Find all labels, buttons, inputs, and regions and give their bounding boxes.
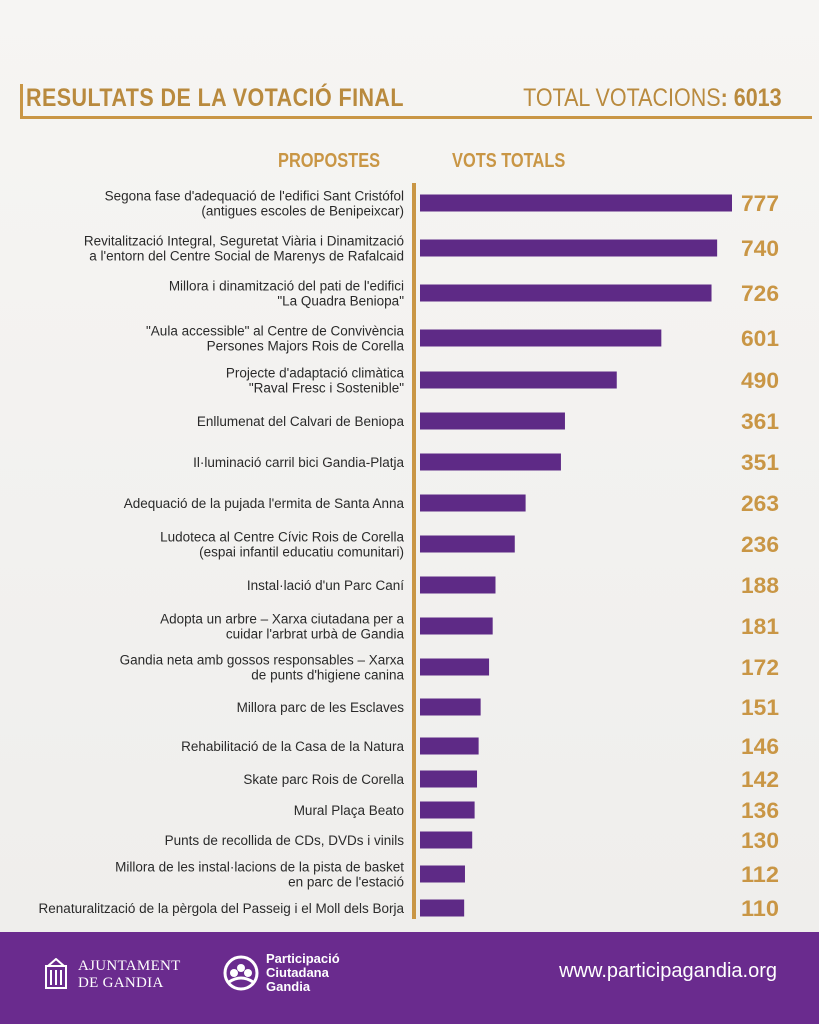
ajuntament-line1: AJUNTAMENT xyxy=(78,958,181,974)
total-label: TOTAL VOTACIONS xyxy=(523,84,722,112)
website-link[interactable]: www.participagandia.org xyxy=(559,960,777,982)
bar-9 xyxy=(420,535,515,553)
chart-background xyxy=(0,0,819,932)
bar-2 xyxy=(420,239,718,257)
value-label-17: 130 xyxy=(741,828,779,853)
total-value: 6013 xyxy=(734,84,782,112)
category-label-11-line-1: Adopta un arbre – Xarxa ciutadana per a xyxy=(160,612,404,627)
category-label-5-line-2: "Raval Fresc i Sostenible" xyxy=(249,381,404,396)
value-label-3: 726 xyxy=(741,281,779,306)
value-label-18: 112 xyxy=(741,862,779,887)
bar-6 xyxy=(420,412,565,430)
category-label-12-line-2: de punts d'higiene canina xyxy=(251,668,404,683)
bar-1 xyxy=(420,194,732,212)
value-label-13: 151 xyxy=(741,695,779,720)
header-rule xyxy=(20,116,812,119)
bar-13 xyxy=(420,698,481,716)
category-label-19-line-1: Renaturalització de la pèrgola del Passe… xyxy=(39,901,405,916)
bar-17 xyxy=(420,831,473,849)
ajuntament-line2: DE GANDIA xyxy=(78,975,164,991)
category-label-17-line-1: Punts de recollida de CDs, DVDs i vinils xyxy=(165,833,405,848)
category-label-4-line-2: Persones Majors Rois de Corella xyxy=(207,339,405,354)
ajuntament-text: AJUNTAMENT DE GANDIA xyxy=(78,958,181,992)
value-label-19: 110 xyxy=(741,896,779,921)
bar-11 xyxy=(420,617,493,635)
bar-16 xyxy=(420,801,475,819)
value-label-9: 236 xyxy=(741,532,779,557)
city-seal-icon xyxy=(45,958,67,989)
value-label-5: 490 xyxy=(741,368,779,393)
chart-header: RESULTATS DE LA VOTACIÓ FINAL TOTAL VOTA… xyxy=(20,82,810,118)
value-label-14: 146 xyxy=(741,734,779,759)
category-label-10-line-1: Instal·lació d'un Parc Caní xyxy=(247,578,404,593)
bar-14 xyxy=(420,737,479,755)
category-label-7-line-1: Il·luminació carril bici Gandia-Platja xyxy=(193,455,404,470)
participation-icon xyxy=(223,955,259,991)
value-label-4: 601 xyxy=(741,326,779,351)
category-label-12-line-1: Gandia neta amb gossos responsables – Xa… xyxy=(120,653,405,668)
category-label-3-line-2: "La Quadra Beniopa" xyxy=(277,294,404,309)
category-label-3-line-1: Millora i dinamització del pati de l'edi… xyxy=(169,279,404,294)
participacio-line2: Ciutadana xyxy=(266,965,329,980)
category-label-15-line-1: Skate parc Rois de Corella xyxy=(243,772,404,787)
category-label-4-line-1: "Aula accessible" al Centre de Convivènc… xyxy=(146,324,404,339)
value-label-2: 740 xyxy=(741,236,779,261)
bar-12 xyxy=(420,658,490,676)
value-label-12: 172 xyxy=(741,655,779,680)
value-label-11: 181 xyxy=(741,614,779,639)
value-label-1: 777 xyxy=(741,191,779,216)
bar-7 xyxy=(420,453,561,471)
proposals-column-header: PROPOSTES xyxy=(278,150,381,172)
category-label-9-line-1: Ludoteca al Centre Cívic Rois de Corella xyxy=(160,530,404,545)
bar-3 xyxy=(420,284,712,302)
bar-19 xyxy=(420,899,465,917)
category-label-14-line-1: Rehabilitació de la Casa de la Natura xyxy=(181,739,404,754)
category-label-11-line-2: cuidar l'arbrat urbà de Gandia xyxy=(226,627,405,642)
value-label-8: 263 xyxy=(741,491,779,516)
category-label-18-line-1: Millora de les instal·lacions de la pist… xyxy=(115,860,404,875)
category-label-8-line-1: Adequació de la pujada l'ermita de Santa… xyxy=(124,496,405,511)
total-votes: TOTAL VOTACIONS: 6013 xyxy=(524,84,782,113)
participacio-line1: Participació xyxy=(266,951,340,966)
bar-18 xyxy=(420,865,465,883)
chart-title: RESULTATS DE LA VOTACIÓ FINAL xyxy=(26,84,404,112)
category-label-9-line-2: (espai infantil educatiu comunitari) xyxy=(199,545,404,560)
ajuntament-logo[interactable]: AJUNTAMENT DE GANDIA xyxy=(44,956,194,1002)
category-label-1-line-2: (antigues escoles de Benipeixcar) xyxy=(201,204,404,219)
chart-axis-line xyxy=(412,183,416,919)
participacio-logo[interactable]: Participació Ciutadana Gandia xyxy=(222,948,382,1008)
header-rule-vertical xyxy=(20,84,23,119)
bar-chart: 777 Segona fase d'adequació de l'edifici … xyxy=(39,189,779,922)
participacio-text: Participació Ciutadana Gandia xyxy=(266,952,340,994)
total-separator: : xyxy=(721,84,729,112)
bar-8 xyxy=(420,494,526,512)
category-label-18-line-2: en parc de l'estació xyxy=(288,875,404,890)
category-label-6-line-1: Enllumenat del Calvari de Beniopa xyxy=(197,414,405,429)
value-label-7: 351 xyxy=(741,450,779,475)
category-label-13-line-1: Millora parc de les Esclaves xyxy=(237,700,405,715)
category-label-2-line-2: a l'entorn del Centre Social de Marenys … xyxy=(89,249,404,264)
category-label-2-line-1: Revitalització Integral, Seguretat Viàri… xyxy=(84,234,404,249)
value-label-16: 136 xyxy=(741,798,779,823)
value-label-15: 142 xyxy=(741,767,779,792)
footer: AJUNTAMENT DE GANDIA Participació Ciutad… xyxy=(0,932,819,1024)
bar-10 xyxy=(420,576,496,594)
bar-15 xyxy=(420,770,478,788)
value-label-10: 188 xyxy=(741,573,779,598)
bar-5 xyxy=(420,371,617,389)
category-label-5-line-1: Projecte d'adaptació climàtica xyxy=(226,366,405,381)
bar-4 xyxy=(420,329,662,347)
category-label-16-line-1: Mural Plaça Beato xyxy=(294,803,404,818)
votes-column-header: VOTS TOTALS xyxy=(452,150,566,172)
category-label-1-line-1: Segona fase d'adequació de l'edifici San… xyxy=(105,189,404,204)
value-label-6: 361 xyxy=(741,409,779,434)
participacio-line3: Gandia xyxy=(266,979,311,994)
